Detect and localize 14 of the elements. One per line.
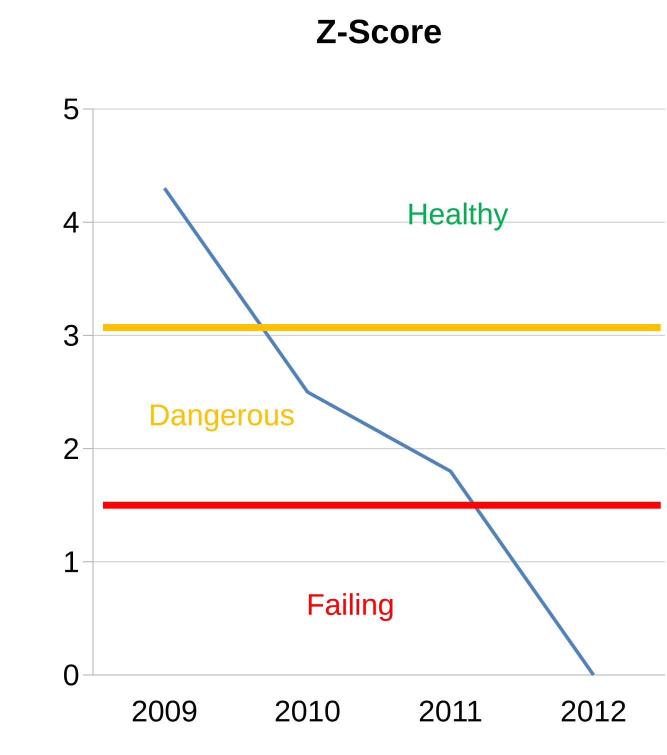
x-tick-label: 2009 [132,700,196,722]
y-tick-label: 2 [64,438,78,460]
x-tick-label: 2012 [562,700,626,722]
y-tick-label: 4 [64,212,79,232]
x-tick-label: 2010 [276,700,340,722]
x-tick-label: 2011 [420,700,482,722]
annotation: Healthy [409,202,508,230]
y-tick-label: 5 [64,98,78,120]
y-tick-label: 3 [64,324,78,346]
annotation: Dangerous [151,404,294,432]
y-tick-label: 0 [64,664,78,686]
chart-title: Z-Score [316,20,441,44]
annotation: Failing [308,593,392,622]
y-tick-label: 1 [65,552,78,572]
